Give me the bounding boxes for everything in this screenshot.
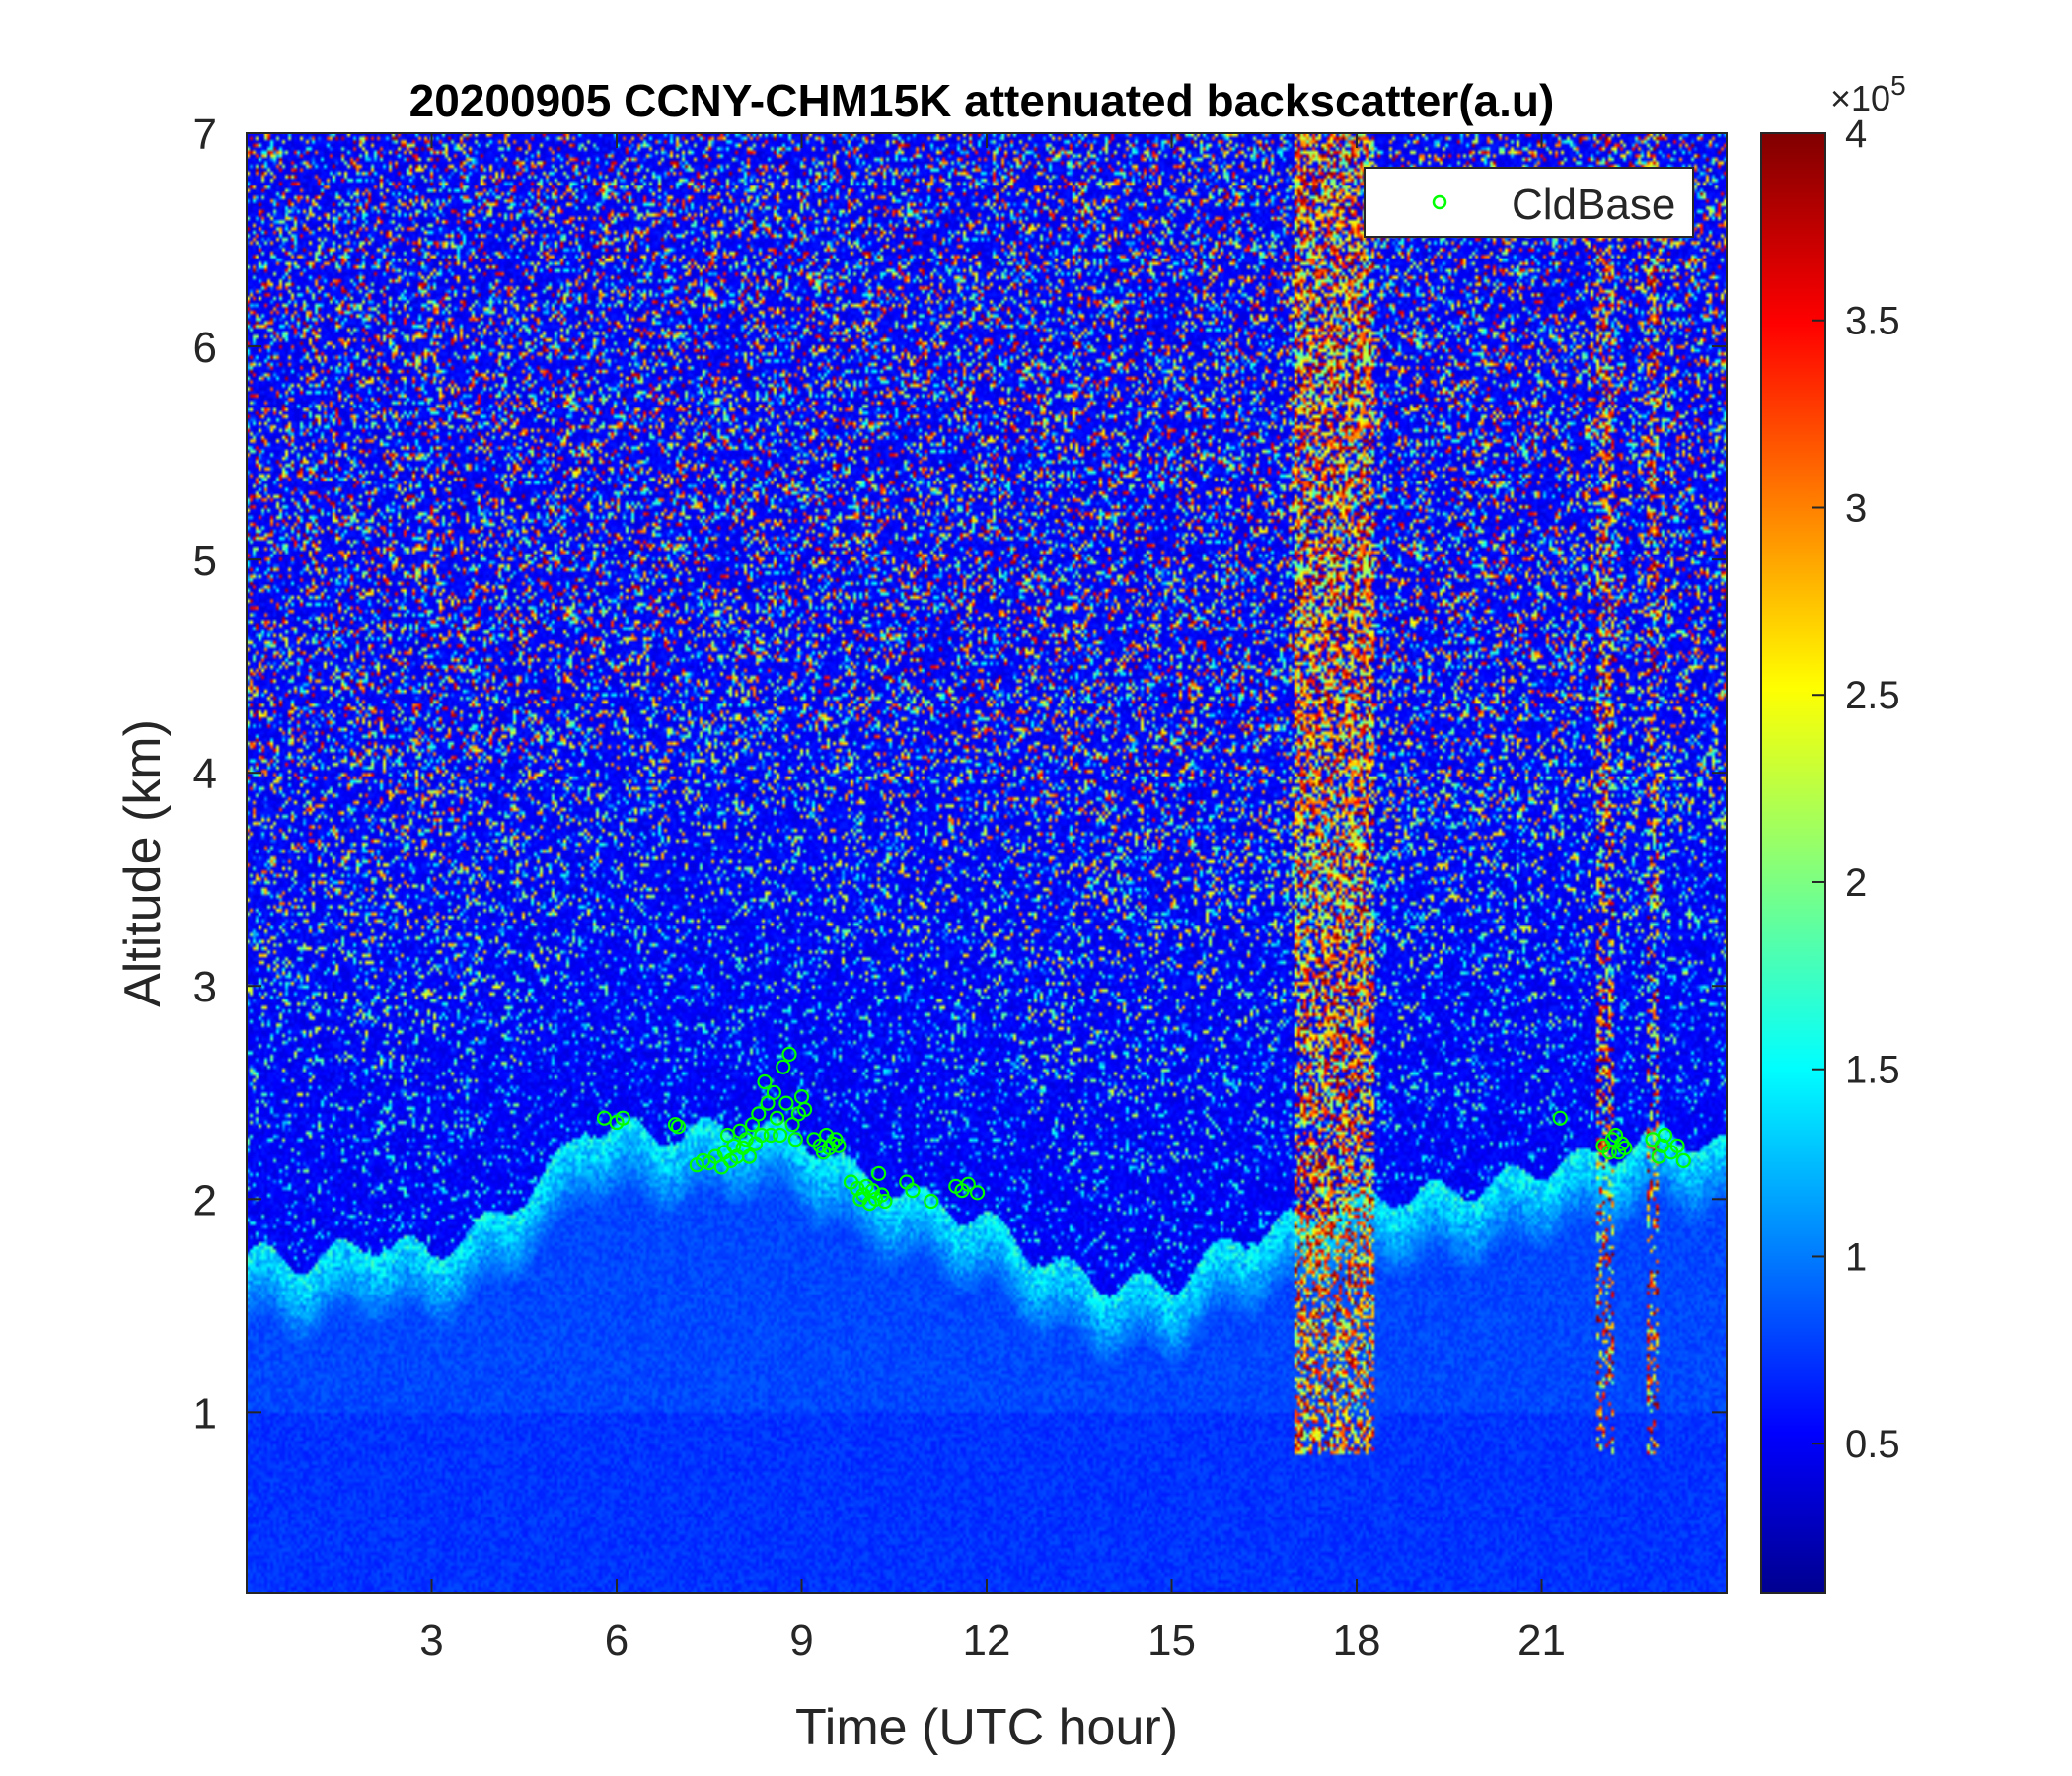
cloud-base-point xyxy=(707,1148,723,1164)
x-tick-label: 21 xyxy=(1517,1616,1566,1665)
cloud-base-point xyxy=(870,1165,887,1182)
cloud-base-point xyxy=(738,1132,754,1147)
cloud-base-point xyxy=(969,1185,986,1201)
y-axis-label: Altitude (km) xyxy=(114,719,172,1007)
cloud-base-point xyxy=(781,1046,797,1063)
colorbar-gradient xyxy=(1760,132,1826,1594)
cloud-base-point xyxy=(1552,1110,1568,1126)
cloud-base-point xyxy=(924,1193,939,1210)
colorbar-tick-label: 3 xyxy=(1845,486,1867,530)
cloud-base-point xyxy=(766,1084,782,1100)
x-axis-label: Time (UTC hour) xyxy=(795,1699,1178,1756)
colorbar: 0.5 1 1.5 2 2.5 3 3.5 4 ×105 xyxy=(1760,70,1906,1594)
cloud-base-point xyxy=(1657,1127,1673,1144)
y-tick-label: 1 xyxy=(193,1389,217,1438)
chart-title: 20200905 CCNY-CHM15K attenuated backscat… xyxy=(409,75,1555,126)
cloud-base-point xyxy=(772,1127,788,1144)
y-tick-label: 6 xyxy=(193,324,217,372)
y-tick-label: 4 xyxy=(193,750,217,798)
colorbar-tick-label: 1.5 xyxy=(1845,1049,1900,1092)
cloud-base-point xyxy=(960,1176,976,1192)
cloud-base-point xyxy=(831,1138,847,1153)
cloud-base-point xyxy=(726,1138,742,1153)
cloud-base-point xyxy=(1675,1152,1691,1169)
x-tick-label: 12 xyxy=(963,1616,1011,1665)
cloud-base-point xyxy=(784,1117,800,1133)
colorbar-tick-label: 3.5 xyxy=(1845,300,1900,343)
x-axis-ticks: 3 6 9 12 15 18 21 xyxy=(419,133,1566,1665)
colorbar-tick-label: 0.5 xyxy=(1845,1423,1900,1466)
cloud-base-point xyxy=(741,1148,758,1164)
x-tick-label: 9 xyxy=(789,1616,813,1665)
y-axis-ticks: 1 2 3 4 5 6 7 xyxy=(193,111,1727,1438)
cloud-base-point xyxy=(877,1193,893,1210)
cloud-base-point xyxy=(667,1117,684,1133)
y-tick-label: 3 xyxy=(193,963,217,1011)
cloud-base-point xyxy=(757,1073,773,1090)
cloud-base-series xyxy=(596,1046,1691,1212)
cloud-base-point xyxy=(760,1095,776,1111)
legend: CldBase xyxy=(1364,167,1694,238)
cloud-base-point xyxy=(754,1127,770,1144)
colorbar-tick-label: 2.5 xyxy=(1845,674,1900,717)
cloud-base-point xyxy=(796,1101,813,1118)
cloud-base-point xyxy=(769,1110,785,1126)
cloud-base-point xyxy=(763,1127,778,1144)
y-tick-label: 7 xyxy=(193,111,217,159)
cloud-base-point xyxy=(864,1182,881,1199)
cloud-base-point xyxy=(744,1117,761,1133)
colorbar-exponent-power: 5 xyxy=(1890,70,1906,101)
legend-label-cldbase: CldBase xyxy=(1512,181,1675,229)
x-tick-label: 15 xyxy=(1147,1616,1196,1665)
cloud-base-point xyxy=(1617,1140,1633,1156)
cloud-base-point xyxy=(776,1059,791,1074)
colorbar-ticks: 0.5 1 1.5 2 2.5 3 3.5 4 xyxy=(1812,112,1900,1466)
cloud-base-point xyxy=(670,1119,687,1135)
x-tick-label: 3 xyxy=(419,1616,443,1665)
colorbar-exponent: ×105 xyxy=(1830,70,1906,118)
cloud-base-point xyxy=(787,1132,803,1147)
legend-marker-cldbase xyxy=(1432,194,1447,210)
cloud-base-point xyxy=(778,1095,794,1111)
x-tick-label: 6 xyxy=(605,1616,629,1665)
y-tick-label: 2 xyxy=(193,1176,217,1224)
colorbar-exponent-base: ×10 xyxy=(1830,78,1890,118)
cloud-base-point xyxy=(615,1110,630,1126)
cloud-base-point xyxy=(905,1182,921,1199)
legend-box xyxy=(1364,167,1694,238)
colorbar-tick-label: 4 xyxy=(1845,112,1867,156)
x-tick-label: 18 xyxy=(1333,1616,1381,1665)
y-tick-label: 5 xyxy=(193,537,217,585)
colorbar-tick-label: 1 xyxy=(1845,1235,1867,1279)
backscatter-heatmap xyxy=(247,133,1727,1593)
colorbar-tick-label: 2 xyxy=(1845,861,1867,905)
cloud-base-point xyxy=(751,1106,767,1122)
cloud-base-point xyxy=(1669,1138,1685,1153)
